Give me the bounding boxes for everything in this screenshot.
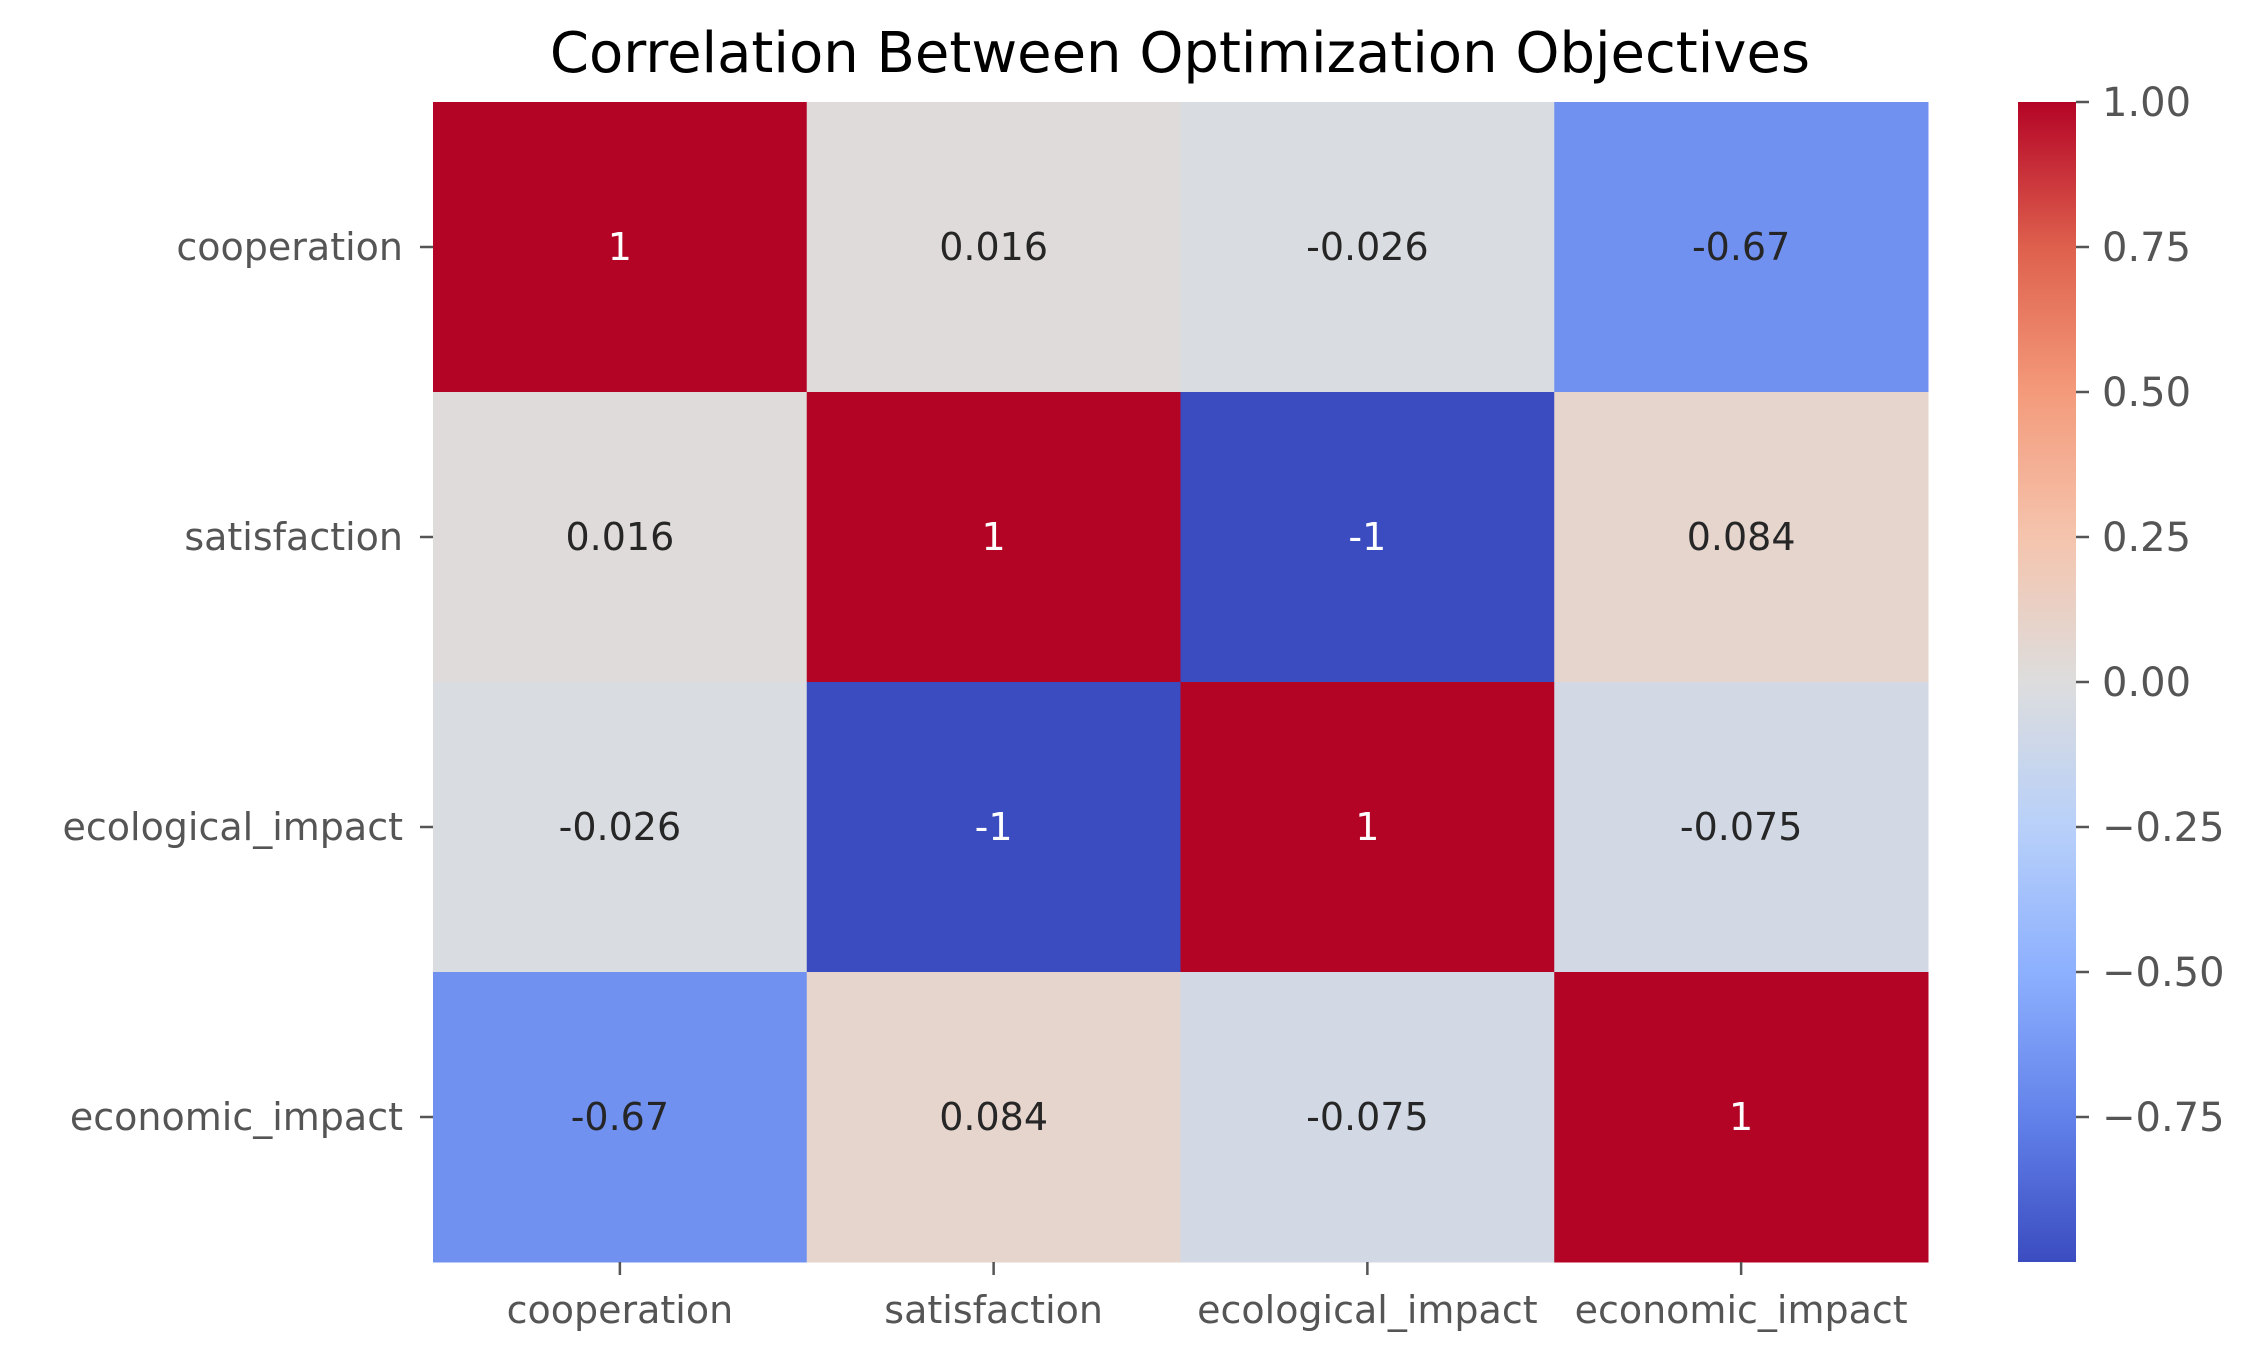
- colorbar-tick-label: 0.00: [2102, 660, 2191, 706]
- x-tick-label: economic_impact: [1575, 1288, 1908, 1332]
- cell-value-label: -0.075: [1680, 805, 1803, 849]
- cell-value-label: 1: [1355, 805, 1379, 849]
- cell-value-label: -1: [1348, 515, 1386, 559]
- colorbar-tick-label: 1.00: [2102, 80, 2191, 126]
- cell-value-label: -0.67: [571, 1095, 669, 1139]
- cell-value-label: 0.084: [939, 1095, 1048, 1139]
- heatmap-cell: [1554, 392, 1929, 683]
- cell-value-label: -1: [975, 805, 1013, 849]
- y-tick-label: satisfaction: [184, 515, 403, 559]
- heatmap-cell: [806, 102, 1181, 393]
- heatmap-cell: [1180, 392, 1555, 683]
- cell-value-label: -0.67: [1692, 225, 1790, 269]
- heatmap-cell: [433, 392, 808, 683]
- heatmap-cell: [806, 682, 1181, 973]
- y-tick-label: ecological_impact: [62, 805, 403, 849]
- cell-value-label: 1: [1729, 1095, 1753, 1139]
- heatmap-cell: [1554, 972, 1929, 1263]
- heatmap-cell: [433, 102, 808, 393]
- colorbar-tick-label: 0.75: [2102, 225, 2191, 271]
- cell-value-label: 0.016: [565, 515, 674, 559]
- heatmap-cell: [806, 392, 1181, 683]
- colorbar: 1.00 0.75 0.50 0.25 0.00 −0.25 −0.50 −0.75: [2018, 80, 2225, 1262]
- heatmap-cell: [1554, 102, 1929, 393]
- y-axis: cooperation satisfaction ecological_impact…: [62, 225, 433, 1139]
- y-tick-label: cooperation: [176, 225, 403, 269]
- cell-value-label: -0.075: [1306, 1095, 1429, 1139]
- cell-value-label: -0.026: [1306, 225, 1429, 269]
- chart-title: Correlation Between Optimization Objecti…: [550, 21, 1810, 86]
- cell-value-label: 0.084: [1687, 515, 1796, 559]
- heatmap-cell: [1180, 682, 1555, 973]
- x-tick-label: satisfaction: [884, 1288, 1103, 1332]
- heatmap-cell: [433, 972, 808, 1263]
- x-axis: cooperation satisfaction ecological_impact…: [507, 1262, 1908, 1332]
- heatmap-cell: [806, 972, 1181, 1263]
- heatmap-cell: [1180, 102, 1555, 393]
- heatmap-cell: [1554, 682, 1929, 973]
- cell-value-label: -0.026: [559, 805, 682, 849]
- colorbar-tick-label: −0.50: [2102, 950, 2225, 996]
- colorbar-tick-label: −0.75: [2102, 1095, 2225, 1141]
- colorbar-tick-label: 0.25: [2102, 515, 2191, 561]
- cell-value-label: 1: [982, 515, 1006, 559]
- x-tick-label: cooperation: [507, 1288, 734, 1332]
- x-tick-label: ecological_impact: [1197, 1288, 1538, 1332]
- heatmap-cells: 1 0.016 -0.026 -0.67 0.016 1 -1 0.084 -0.026 -1 1 -…: [433, 102, 1929, 1263]
- heatmap-cell: [433, 682, 808, 973]
- cell-value-label: 1: [608, 225, 632, 269]
- y-tick-label: economic_impact: [70, 1095, 403, 1139]
- colorbar-tick-label: 0.50: [2102, 370, 2191, 416]
- colorbar-gradient: [2018, 102, 2076, 1262]
- heatmap-cell: [1180, 972, 1555, 1263]
- colorbar-tick-label: −0.25: [2102, 805, 2225, 851]
- cell-value-label: 0.016: [939, 225, 1048, 269]
